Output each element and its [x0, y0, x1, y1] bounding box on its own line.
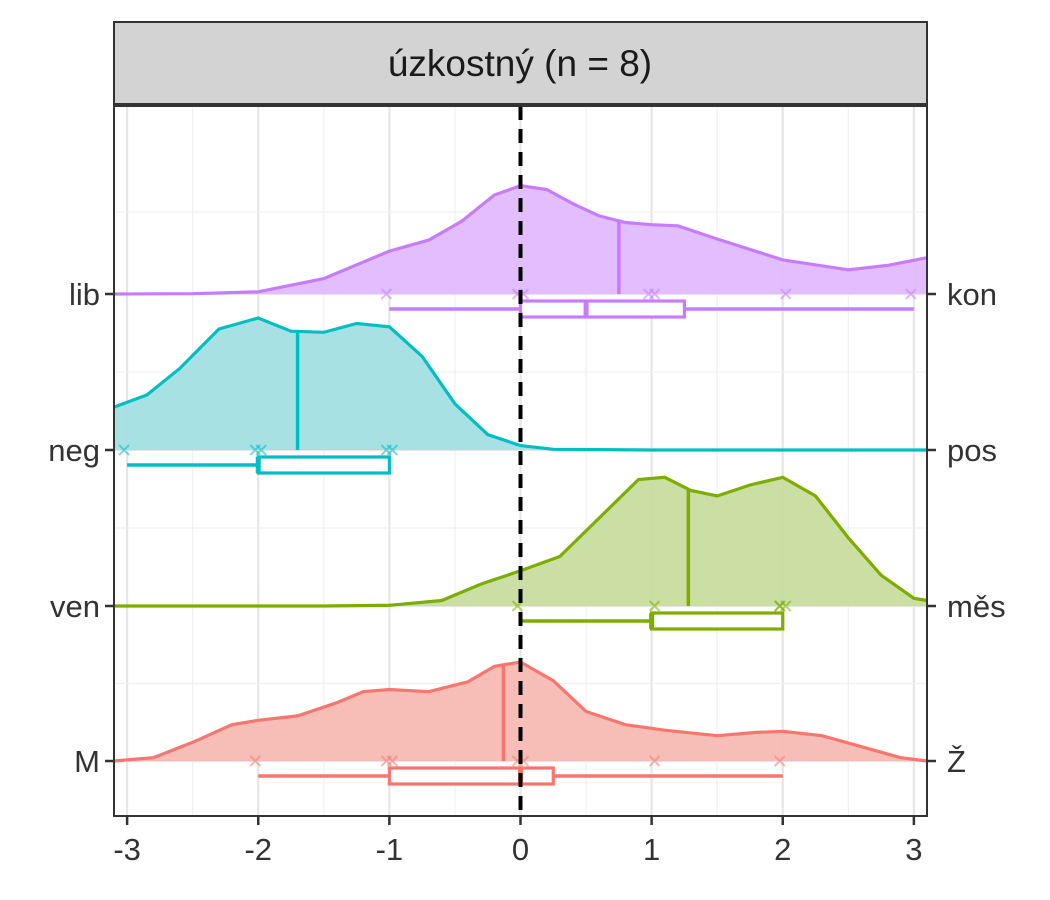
x-tick-label: 2	[774, 832, 791, 867]
box-iqr	[256, 455, 391, 475]
box-iqr	[387, 766, 555, 786]
observation-point	[648, 600, 661, 612]
observation-point	[648, 755, 661, 767]
series-ven	[114, 475, 928, 631]
observation-point	[905, 288, 917, 300]
observation-point	[780, 288, 792, 300]
y-tick-label-left: ven	[50, 589, 100, 624]
y-tick-label-right: Ž	[947, 744, 966, 779]
density-curve	[113, 660, 928, 763]
density-curve	[113, 316, 927, 452]
y-tick-label-left: lib	[69, 277, 100, 312]
observation-point	[380, 755, 393, 767]
density-area	[114, 185, 927, 294]
observation-point	[249, 755, 261, 767]
x-tick-label: 1	[643, 832, 660, 867]
observation-point	[774, 755, 786, 767]
axes: lib kon neg pos ven měs M Ž -3 -2 -1 0 1 2 3	[48, 277, 1005, 867]
y-tick-label-right: pos	[947, 433, 997, 468]
y-tick-label-left: neg	[48, 433, 100, 468]
x-tick-label: -2	[244, 832, 272, 867]
y-tick-label-left: M	[74, 744, 100, 779]
series-neg	[113, 316, 927, 475]
density-curve	[114, 475, 928, 608]
x-tick-label: 0	[512, 832, 529, 867]
panel-title: úzkostný (n = 8)	[388, 43, 652, 84]
observation-point	[642, 288, 655, 300]
observation-point	[249, 444, 261, 456]
x-tick-label: 3	[905, 832, 922, 867]
density-curve	[113, 184, 928, 296]
density-area	[114, 318, 927, 450]
panel-strip	[113, 21, 928, 105]
density-area	[114, 477, 927, 606]
box-iqr	[650, 611, 785, 631]
observation-point	[118, 444, 130, 456]
observation-point	[774, 600, 786, 612]
y-tick-label-right: kon	[947, 277, 997, 312]
x-tick-label: -1	[376, 832, 404, 867]
observation-point	[380, 444, 393, 456]
y-tick-label-right: měs	[947, 589, 1006, 624]
observation-point	[380, 288, 393, 300]
box-iqr	[518, 299, 687, 319]
x-tick-label: -3	[113, 832, 141, 867]
